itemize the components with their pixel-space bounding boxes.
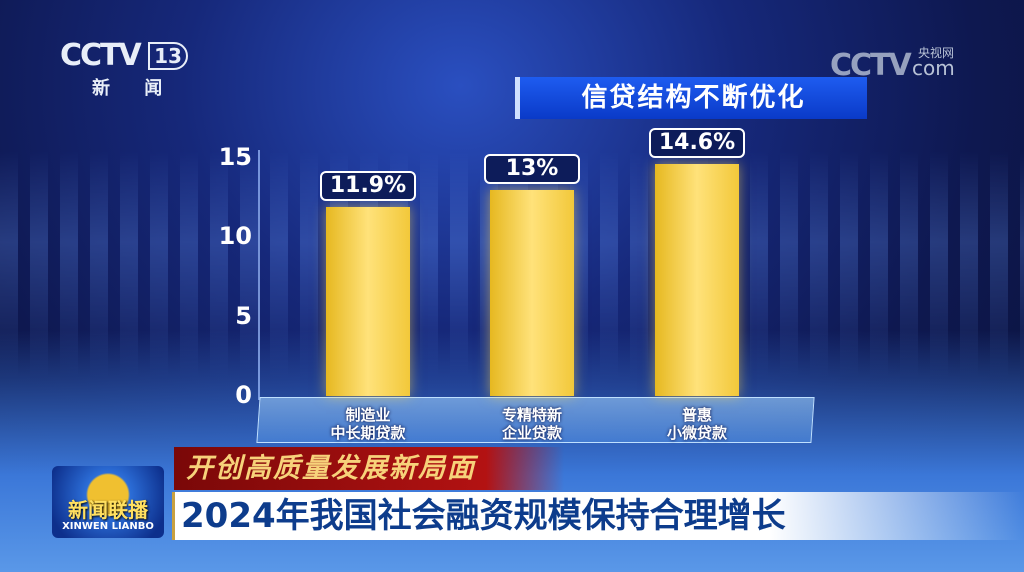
y-tick-label: 0 (235, 381, 252, 409)
kicker-banner: 开创高质量发展新局面 (174, 447, 564, 490)
data-label: 13% (484, 153, 580, 184)
category-label-line: 小微贷款 (666, 424, 727, 442)
headline-banner: 2024年我国社会融资规模保持合理增长 (172, 492, 1024, 540)
channel-name: 新 闻 (92, 78, 177, 99)
channel-number: 13 (148, 42, 188, 70)
xinwen-lianbo-logo: 新闻联播 XINWEN LIANBO (52, 466, 164, 538)
data-label: 11.9% (320, 171, 416, 202)
category-label-line: 制造业 (345, 406, 391, 424)
y-tick-label: 5 (235, 301, 252, 330)
program-name-en: XINWEN LIANBO (62, 521, 154, 532)
y-axis (258, 150, 260, 400)
program-name-cn: 新闻联播 (68, 498, 148, 522)
category-label: 普惠 小微贷款 (627, 406, 767, 442)
data-label: 14.6% (649, 128, 745, 159)
category-label: 专精特新 企业贷款 (462, 406, 602, 442)
category-label-line: 专精特新 (501, 406, 562, 424)
category-label-line: 企业贷款 (501, 424, 562, 442)
chart-title: 信贷结构不断优化 (515, 77, 867, 119)
bar (490, 189, 574, 396)
cctv-logo: CCTV (60, 38, 142, 73)
watermark-sub: 央视网 (918, 46, 955, 60)
watermark-com: com (912, 56, 955, 80)
bar (326, 207, 410, 396)
category-label: 制造业 中长期贷款 (298, 406, 438, 442)
y-tick-label: 10 (218, 222, 252, 251)
category-label-line: 普惠 (681, 406, 712, 424)
category-label-line: 中长期贷款 (330, 424, 406, 442)
bar (655, 164, 739, 396)
y-tick-label: 15 (218, 143, 252, 171)
